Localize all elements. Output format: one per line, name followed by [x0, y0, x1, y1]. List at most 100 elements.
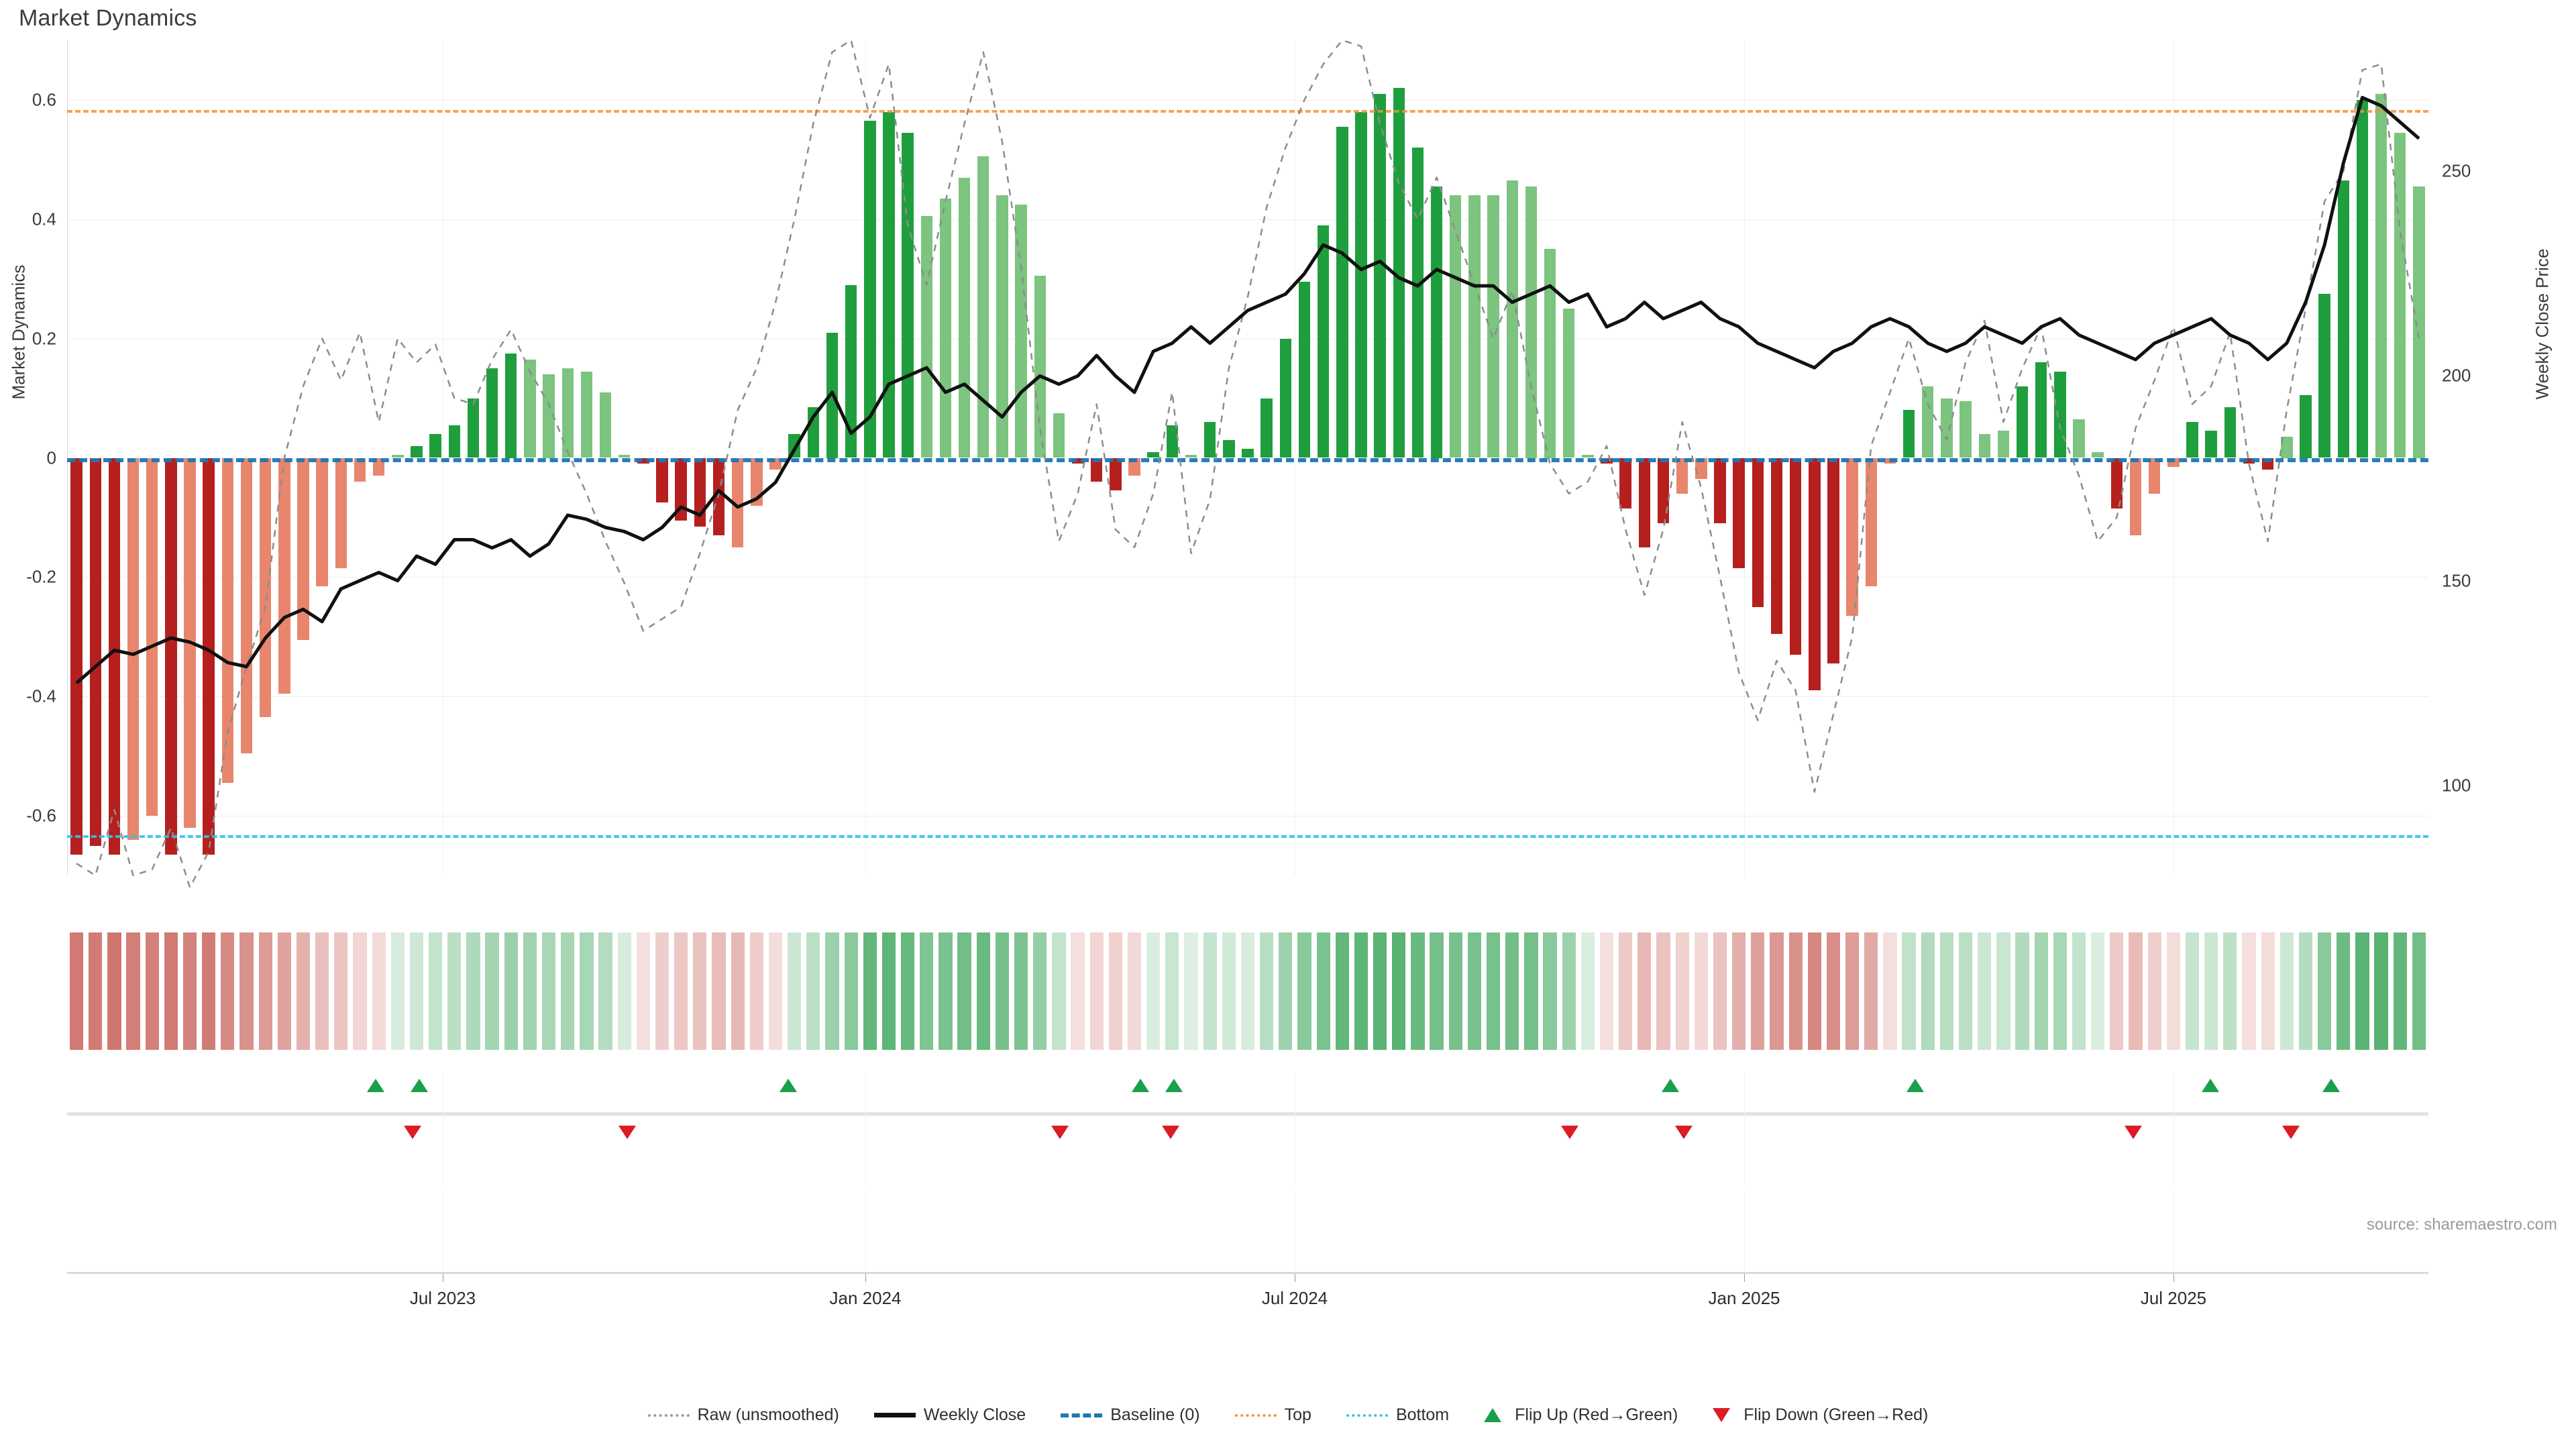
- heat-strip-cell: [296, 932, 311, 1050]
- dynamics-bar: [2110, 458, 2123, 509]
- heat-strip-cell: [1335, 932, 1349, 1050]
- dynamics-bar: [920, 216, 932, 458]
- dynamics-bar: [1317, 225, 1330, 458]
- dynamics-bar: [108, 458, 121, 855]
- flip-up-marker: [367, 1079, 384, 1092]
- y-tick-label-right: 150: [2442, 570, 2471, 591]
- flip-down-marker: [2125, 1126, 2142, 1139]
- dynamics-bar: [1242, 449, 1254, 458]
- heat-strip-cell: [1108, 932, 1122, 1050]
- heat-strip-cell: [239, 932, 254, 1050]
- heat-strip-cell: [1958, 932, 1973, 1050]
- flip-up-marker: [411, 1079, 428, 1092]
- dynamics-bar: [1090, 458, 1103, 482]
- heat-strip-cell: [1599, 932, 1614, 1050]
- dynamics-bar: [2205, 431, 2217, 458]
- heat-strip-cell: [1807, 932, 1821, 1050]
- legend-item[interactable]: Raw (unsmoothed): [647, 1405, 839, 1425]
- heat-strip-cell: [693, 932, 707, 1050]
- flip-down-marker: [404, 1126, 421, 1139]
- heat-strip-cell: [1089, 932, 1104, 1050]
- heat-strip-cell: [107, 932, 121, 1050]
- legend-item[interactable]: Flip Up (Red→Green): [1484, 1405, 1678, 1425]
- dynamics-bar: [1960, 401, 1972, 458]
- flip-up-marker: [1165, 1079, 1183, 1092]
- market-dynamics-plot: [67, 39, 2428, 889]
- heat-strip-cell: [2110, 932, 2124, 1050]
- y-tick-label: 0.2: [32, 328, 56, 349]
- dynamics-bar: [1034, 276, 1046, 458]
- dynamics-bar: [1902, 410, 1915, 458]
- legend-item[interactable]: Weekly Close: [873, 1405, 1026, 1425]
- x-tick-label: Jul 2025: [2140, 1288, 2207, 1308]
- dynamics-bar: [1374, 94, 1386, 458]
- x-tick-mark: [865, 1274, 866, 1282]
- heat-strip-cell: [674, 932, 688, 1050]
- dynamics-bar: [2318, 293, 2330, 458]
- y-tick-label-right: 200: [2442, 365, 2471, 386]
- flip-up-marker: [2202, 1079, 2219, 1092]
- dynamics-bar: [1941, 398, 1953, 458]
- flip-markers-panel: [67, 1073, 2428, 1184]
- dynamics-bar: [2281, 437, 2293, 458]
- y-tick-label: 0: [46, 447, 56, 468]
- flip-down-marker: [1561, 1126, 1578, 1139]
- dynamics-bar: [1110, 458, 1122, 491]
- heat-strip-cell: [1978, 932, 1992, 1050]
- legend-item[interactable]: Baseline (0): [1061, 1405, 1200, 1425]
- dynamics-bar: [1185, 455, 1197, 458]
- dynamics-bar: [580, 371, 593, 458]
- heat-strip-cell: [1430, 932, 1444, 1050]
- legend-swatch-solid-line: [873, 1413, 916, 1417]
- dynamics-bar: [1695, 458, 1707, 479]
- vertical-gridline: [1744, 1073, 1745, 1184]
- dynamics-bar: [1922, 386, 1934, 458]
- flip-up-marker: [2322, 1079, 2340, 1092]
- x-tick-label: Jan 2025: [1708, 1288, 1780, 1308]
- legend-item[interactable]: Top: [1234, 1405, 1311, 1425]
- dynamics-bar: [1487, 195, 1499, 458]
- heat-strip-cell: [881, 932, 896, 1050]
- raw-unsmoothed-line: [76, 39, 2420, 889]
- dynamics-bar: [1355, 111, 1367, 458]
- y-tick-label: 0.6: [32, 89, 56, 110]
- dynamics-bar: [335, 458, 347, 569]
- heat-strip-cell: [164, 932, 178, 1050]
- legend-item[interactable]: Bottom: [1346, 1405, 1449, 1425]
- dynamics-bar: [2148, 458, 2161, 494]
- chart-legend: Raw (unsmoothed) Weekly Close Baseline (0)…: [0, 1405, 2576, 1425]
- legend-label: Bottom: [1395, 1405, 1450, 1424]
- heat-strip-cell: [900, 932, 915, 1050]
- heat-strip-cell: [2015, 932, 2029, 1050]
- dynamics-bar: [751, 458, 763, 506]
- heat-strip-cell: [69, 932, 84, 1050]
- dynamics-bar: [127, 458, 140, 840]
- heat-strip-cell: [390, 932, 405, 1050]
- dynamics-bar: [2186, 422, 2198, 458]
- heat-strip-cell: [2393, 932, 2407, 1050]
- dynamics-bar: [2073, 419, 2085, 458]
- dynamics-bar: [1450, 195, 1462, 458]
- heat-strip-cell: [2147, 932, 2161, 1050]
- dynamics-bar: [1147, 451, 1159, 458]
- heat-strip-cell: [1316, 932, 1330, 1050]
- heat-strip-cell: [806, 932, 820, 1050]
- heat-strip-cell: [1448, 932, 1462, 1050]
- dynamics-bar: [996, 195, 1008, 458]
- heat-strip-cell: [2374, 932, 2388, 1050]
- heat-strip-cell: [995, 932, 1010, 1050]
- page-title: Market Dynamics: [19, 5, 197, 31]
- heat-strip-cell: [1127, 932, 1142, 1050]
- dynamics-bar: [712, 458, 725, 536]
- heat-strip-cell: [1222, 932, 1236, 1050]
- heat-strip-cell: [1071, 932, 1085, 1050]
- dynamics-bar: [1298, 282, 1311, 458]
- dynamics-bar: [939, 198, 952, 458]
- dynamics-bar: [977, 156, 989, 458]
- heat-strip-cell: [1014, 932, 1028, 1050]
- heat-strip-cell: [2072, 932, 2086, 1050]
- legend-item[interactable]: Flip Down (Green→Red): [1713, 1405, 1928, 1425]
- heat-strip-cell: [1713, 932, 1727, 1050]
- heat-strip-cell: [541, 932, 556, 1050]
- dynamics-bar: [2035, 362, 2047, 458]
